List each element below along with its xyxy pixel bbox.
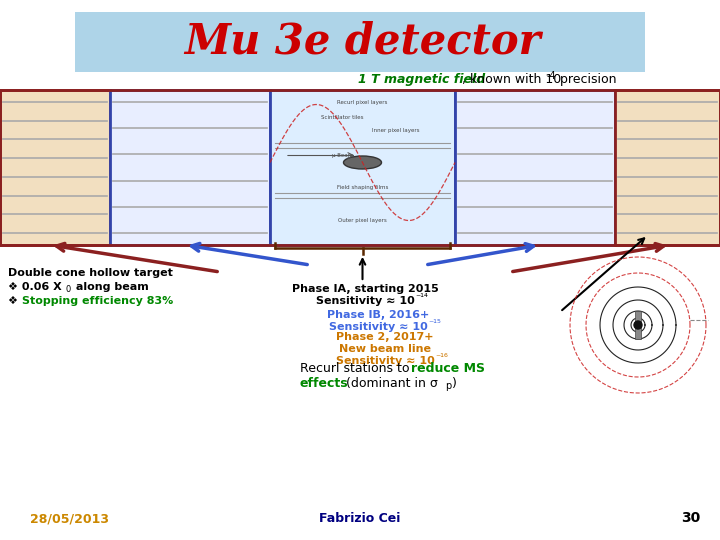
Bar	[615, 90, 720, 245]
Text: -4: -4	[547, 71, 557, 81]
Bar	[110, 90, 270, 245]
Text: Phase IA, starting 2015: Phase IA, starting 2015	[292, 284, 438, 294]
Text: ⁻¹⁵: ⁻¹⁵	[428, 319, 441, 329]
Text: Target: Target	[348, 163, 364, 168]
Circle shape	[634, 321, 642, 329]
Text: Field shaping films: Field shaping films	[337, 186, 388, 191]
Bar	[270, 90, 455, 245]
Text: Sensitivity ≈ 10: Sensitivity ≈ 10	[315, 296, 415, 306]
Bar	[635, 311, 641, 339]
Text: ❖ 0.06 X: ❖ 0.06 X	[8, 282, 62, 292]
Text: ❖: ❖	[8, 296, 22, 306]
Text: along beam: along beam	[72, 282, 149, 292]
Bar	[0, 90, 110, 245]
Text: Fabrizio Cei: Fabrizio Cei	[319, 512, 401, 525]
Text: Scintillator tiles: Scintillator tiles	[321, 115, 364, 120]
Text: Outer pixel layers: Outer pixel layers	[338, 218, 387, 223]
Text: reduce MS: reduce MS	[411, 362, 485, 375]
Text: Inner pixel layers: Inner pixel layers	[372, 128, 420, 133]
Text: Sensitivity ≈ 10: Sensitivity ≈ 10	[336, 356, 434, 366]
Text: Recurl pixel layers: Recurl pixel layers	[337, 100, 387, 105]
Text: Recurl stations to: Recurl stations to	[300, 362, 413, 375]
Text: , known with 10: , known with 10	[462, 73, 562, 86]
Text: effects: effects	[300, 377, 348, 390]
Text: 28/05/2013: 28/05/2013	[30, 512, 109, 525]
Text: Stopping efficiency 83%: Stopping efficiency 83%	[22, 296, 174, 306]
Text: p: p	[445, 381, 451, 391]
Text: Sensitivity ≈ 10: Sensitivity ≈ 10	[328, 322, 428, 332]
Ellipse shape	[343, 156, 382, 169]
Bar	[75, 12, 645, 72]
Text: (dominant in σ: (dominant in σ	[342, 377, 438, 390]
Text: ⁻¹⁴: ⁻¹⁴	[415, 293, 428, 303]
Text: ⁻¹⁶: ⁻¹⁶	[435, 353, 448, 363]
Bar	[455, 90, 615, 245]
Text: Mu 3e detector: Mu 3e detector	[184, 21, 540, 63]
Text: New beam line: New beam line	[339, 344, 431, 354]
Bar	[0, 90, 720, 245]
Text: Phase IB, 2016+: Phase IB, 2016+	[327, 310, 429, 320]
Text: Double cone hollow target: Double cone hollow target	[8, 268, 173, 278]
Text: Phase 2, 2017+: Phase 2, 2017+	[336, 332, 433, 342]
Text: 0: 0	[65, 285, 71, 294]
Text: ): )	[452, 377, 457, 390]
Text: 30: 30	[680, 511, 700, 525]
Text: μ Beam: μ Beam	[333, 153, 354, 158]
Text: 1 T magnetic field: 1 T magnetic field	[358, 73, 485, 86]
Text: precision: precision	[556, 73, 616, 86]
